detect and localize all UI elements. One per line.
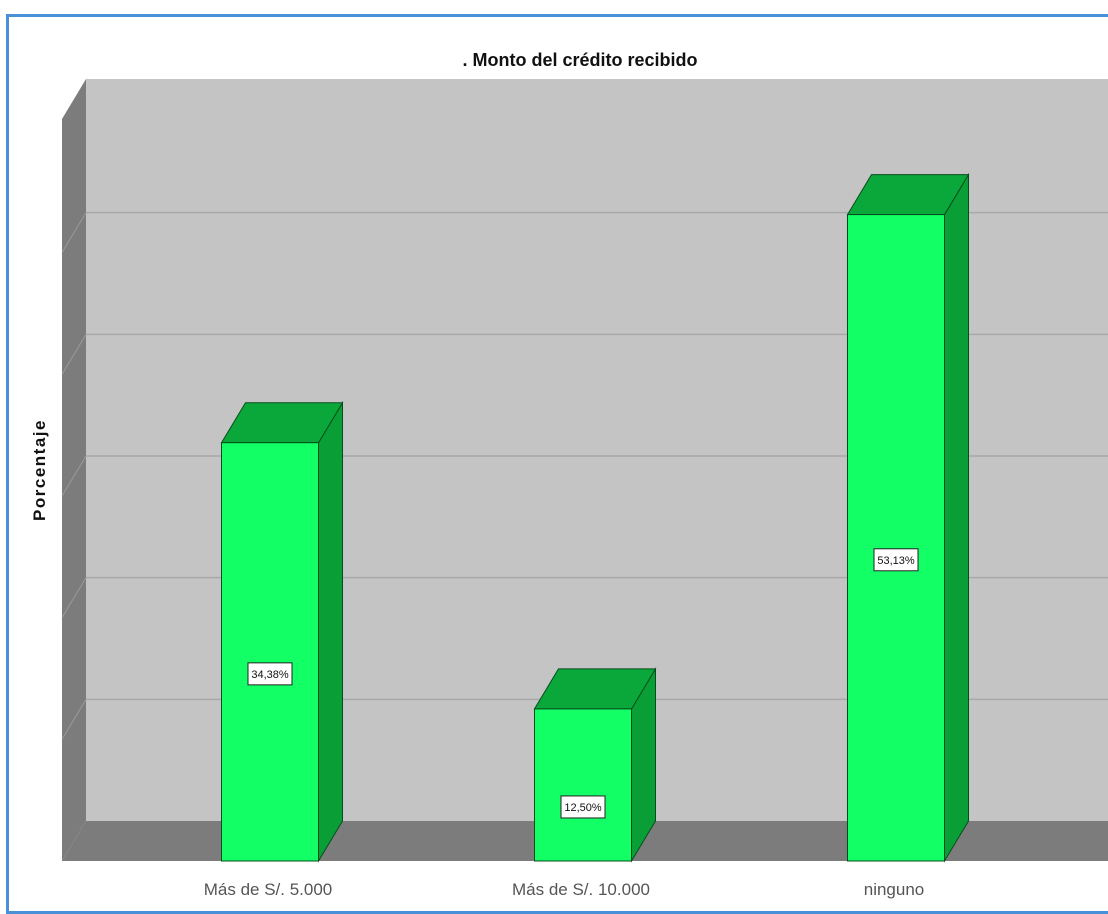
wall-tick-line [61,455,87,497]
bar-front [221,442,319,862]
x-tick-labels: Más de S/. 5.000 Más de S/. 10.000 ninguno [204,880,925,899]
data-label-box [873,548,919,572]
data-label: 34,38% [251,669,289,681]
bar: 53,13% [846,172,970,863]
bar: 12,50% [533,667,657,863]
bar-side [318,400,343,863]
bar-front [534,708,632,862]
bar: 34,38% [220,400,344,863]
data-label: 53,13% [877,555,915,567]
bars-group: 34,38% 12,50% 53,13% [220,172,970,863]
x-tick-label: Más de S/. 5.000 [204,880,333,899]
bar-front [847,214,945,862]
data-label-box [560,795,606,819]
wall-tick-line [61,699,87,740]
chart-title: . Monto del crédito recibido [462,50,697,70]
x-tick-label: Más de S/. 10.000 [512,880,650,899]
left-wall-tick-lines [61,212,87,740]
data-label-box [247,662,293,686]
y-axis-label: Porcentaje [30,419,49,521]
wall-tick-line [61,212,87,253]
x-tick-label: ninguno [864,880,925,899]
bar-side [944,172,969,863]
wall-tick-line [61,334,87,375]
plot-left-wall [62,79,86,861]
data-label: 12,50% [564,802,602,814]
wall-tick-line [61,577,87,618]
